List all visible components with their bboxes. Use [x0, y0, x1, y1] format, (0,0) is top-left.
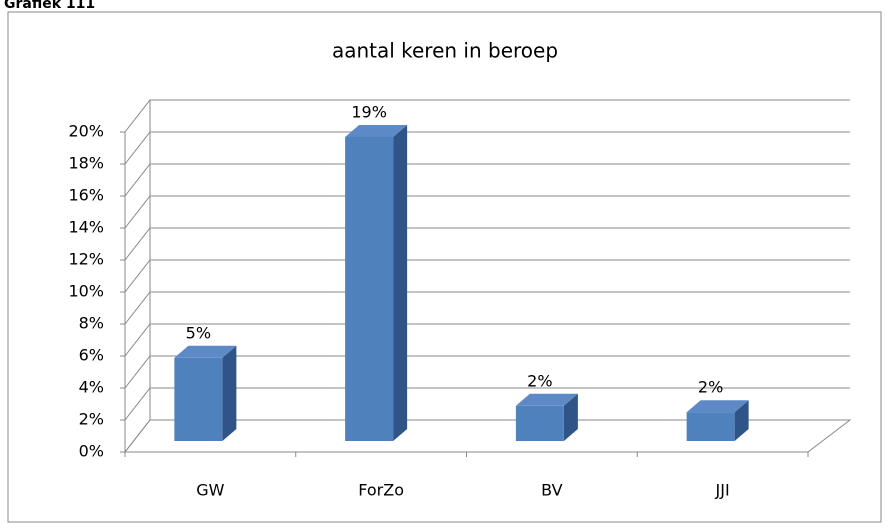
- y-tick-label: 8%: [79, 314, 104, 333]
- grid-line: [124, 227, 850, 261]
- grid-line: [124, 387, 850, 421]
- data-label: 2%: [527, 371, 552, 390]
- y-tick-label: 6%: [79, 346, 104, 365]
- y-tick-label: 4%: [79, 378, 104, 397]
- bar-front: [515, 405, 564, 441]
- y-tick-label: 18%: [68, 154, 104, 173]
- y-tick-label: 20%: [68, 122, 104, 141]
- bar-front: [345, 137, 394, 441]
- x-tick-label: JJI: [715, 481, 730, 500]
- y-tick-label: 16%: [68, 186, 104, 205]
- bar-front: [686, 412, 735, 441]
- y-tick-label: 10%: [68, 282, 104, 301]
- chart-frame: [7, 11, 882, 523]
- grid-line: [124, 163, 850, 197]
- bar: [515, 393, 578, 441]
- bar-top: [515, 393, 578, 406]
- grid-line: [124, 99, 850, 133]
- grid-line: [124, 355, 850, 389]
- bar-side: [393, 125, 408, 441]
- bar: [174, 345, 237, 441]
- bar-top: [345, 125, 408, 137]
- bar-top: [686, 400, 749, 413]
- bar-top: [174, 345, 237, 358]
- bar-side: [563, 393, 578, 441]
- y-tick-label: 14%: [68, 218, 104, 237]
- bar: [686, 400, 749, 441]
- grid-line: [124, 323, 850, 357]
- x-tick-label: ForZo: [358, 481, 404, 500]
- bar-side: [734, 400, 749, 441]
- bar: [345, 125, 408, 441]
- bar-front: [174, 357, 223, 441]
- data-label: 2%: [698, 378, 723, 397]
- grid-line: [124, 259, 850, 293]
- grid-line: [124, 131, 850, 165]
- grid-line: [124, 195, 850, 229]
- data-label: 5%: [186, 323, 211, 342]
- y-tick-label: 2%: [79, 410, 104, 429]
- x-tick-label: BV: [541, 481, 562, 500]
- chart-title: aantal keren in beroep: [332, 39, 558, 63]
- grid-line: [124, 419, 850, 453]
- x-tick-label: GW: [196, 481, 224, 500]
- y-tick-label: 12%: [68, 250, 104, 269]
- grid-line: [124, 291, 850, 325]
- header: Grafiek 111: [4, 0, 95, 12]
- y-tick-label: 0%: [79, 442, 104, 461]
- data-label: 19%: [351, 103, 387, 122]
- bar-side: [222, 345, 237, 441]
